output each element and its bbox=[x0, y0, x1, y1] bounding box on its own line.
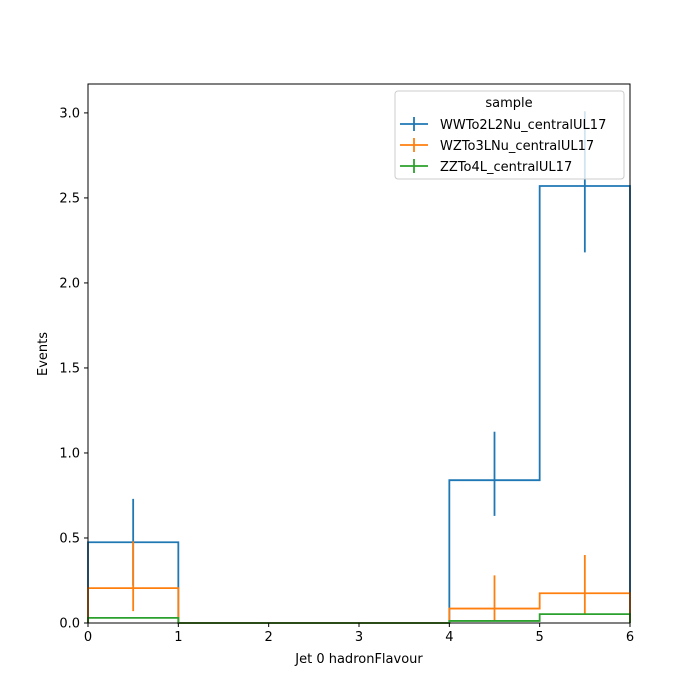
legend-entry: WZTo3LNu_centralUL17 bbox=[400, 138, 594, 154]
x-tick-label: 0 bbox=[84, 630, 92, 645]
y-tick-label: 0.5 bbox=[59, 531, 80, 546]
x-tick-label: 6 bbox=[626, 630, 634, 645]
x-tick-label: 5 bbox=[536, 630, 544, 645]
legend-entry: WWTo2L2Nu_centralUL17 bbox=[400, 117, 606, 133]
y-tick-label: 1.5 bbox=[59, 361, 80, 376]
legend-entry: ZZTo4L_centralUL17 bbox=[400, 159, 572, 175]
x-tick-label: 2 bbox=[265, 630, 273, 645]
series-WZTo3LNu_centralUL17 bbox=[87, 541, 631, 624]
histogram-step-line bbox=[87, 613, 631, 624]
series-ZZTo4L_centralUL17 bbox=[87, 613, 631, 624]
x-tick-label: 4 bbox=[445, 630, 453, 645]
x-axis-label: Jet 0 hadronFlavour bbox=[294, 652, 423, 667]
histogram-step-line bbox=[87, 185, 631, 624]
y-axis-ticks: 0.0 0.5 1.0 1.5 2.0 2.5 3.0 bbox=[59, 106, 88, 632]
y-axis-label: Events bbox=[36, 332, 51, 376]
legend-label: WZTo3LNu_centralUL17 bbox=[440, 139, 594, 154]
legend-entries: WWTo2L2Nu_centralUL17 WZTo3LNu_centralUL1… bbox=[400, 117, 606, 175]
series-layer bbox=[87, 111, 631, 624]
x-tick-label: 3 bbox=[355, 630, 363, 645]
y-tick-label: 2.0 bbox=[59, 276, 80, 291]
legend-title: sample bbox=[485, 96, 532, 111]
y-tick-label: 2.5 bbox=[59, 191, 80, 206]
y-tick-label: 3.0 bbox=[59, 106, 80, 121]
legend-box bbox=[394, 90, 625, 180]
x-tick-label: 1 bbox=[174, 630, 182, 645]
x-axis-ticks: 0 1 2 3 4 5 6 bbox=[84, 623, 634, 645]
legend-label: ZZTo4L_centralUL17 bbox=[440, 160, 572, 175]
series-WWTo2L2Nu_centralUL17 bbox=[87, 111, 631, 624]
legend: sample WWTo2L2Nu_centralUL17 WZTo3LNu_cen… bbox=[394, 90, 625, 180]
y-tick-label: 1.0 bbox=[59, 446, 80, 461]
legend-label: WWTo2L2Nu_centralUL17 bbox=[440, 118, 606, 133]
y-tick-label: 0.0 bbox=[59, 617, 80, 632]
